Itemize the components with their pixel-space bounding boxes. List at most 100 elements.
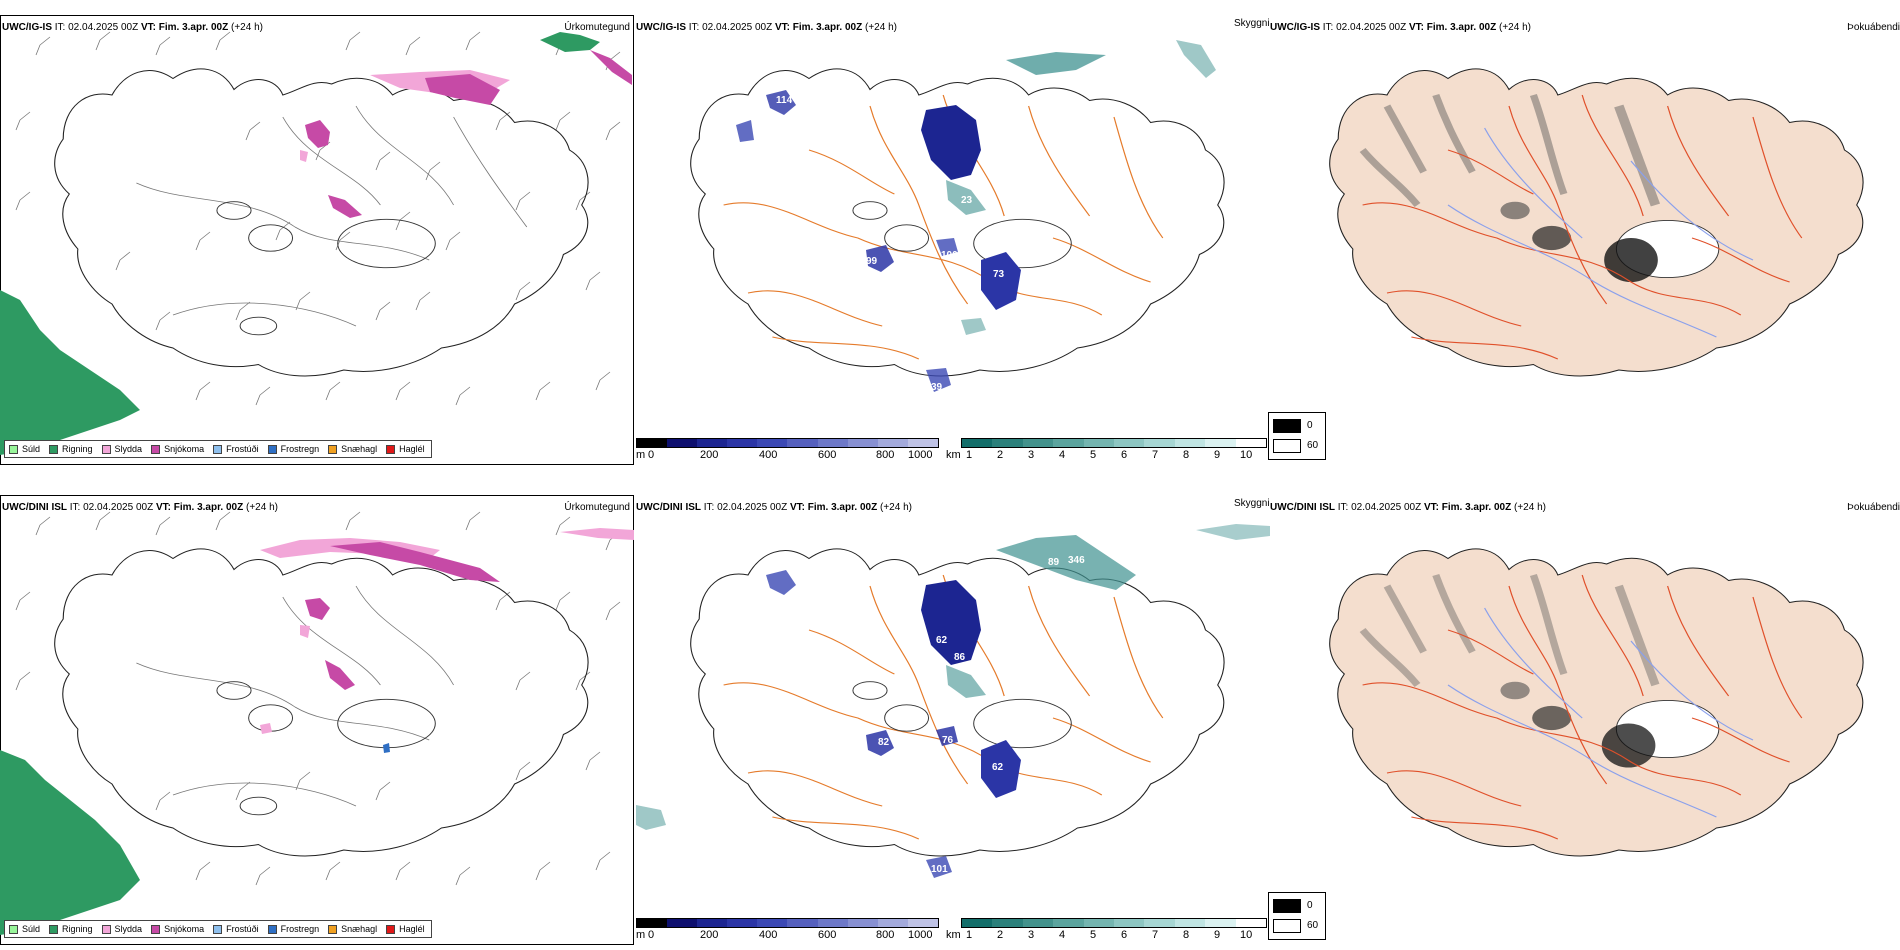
legend-swatch [9,924,18,934]
row1-snow-ne [425,74,500,105]
row1-cloud-field: Skyggni [1234,18,1270,29]
legend-swatch [267,444,277,454]
vis-bar-segment [992,919,1023,927]
legend-item: Frostúði [213,924,259,934]
row2-precip-frame [0,495,634,945]
legend-item: Snæhagl [328,924,377,934]
legend-swatch [213,924,223,934]
vis-bar-segment [1144,439,1175,447]
legend-label: Frostúði [226,924,259,934]
fog-legend-dark-label: 0 [1307,420,1313,431]
legend-label: Snjókoma [164,924,205,934]
row2-precip-vt-label: VT: [155,502,171,513]
vis-tick: 7 [1152,449,1159,461]
cloud-tick: 0 [648,929,655,941]
cloud-value-label: 23 [961,195,973,206]
row2-cloud-it: IT: 02.04.2025 00Z [703,502,788,513]
cloud-value-label: 39 [931,382,943,393]
row1-sleet-center [300,150,308,162]
row1-precip-frame [0,15,634,465]
vis-bar-segment [1205,439,1236,447]
vis-bar-segment [1144,919,1175,927]
vis-tick: 6 [1121,929,1128,941]
cloud-bar-segment [727,919,758,927]
cloud-bar-segment [697,919,728,927]
vis-bar-segment [962,919,993,927]
row2-precip-map [0,511,634,935]
legend-label: Frostúði [226,444,259,454]
legend-swatch [267,924,277,934]
legend-item: Snjókoma [151,444,204,454]
row1-fog-vt-label: VT: [1408,22,1424,33]
row2-fog-lead: (+24 h) [1514,502,1546,513]
fog-legend-light-swatch [1273,439,1301,453]
row2-cloud-model: UWC/DINI ISL [636,502,701,513]
vis-bar-segment [962,439,993,447]
row2-cloud-panel: 82 76 62 62 86 89 346 101 UWC/DINI ISL I… [636,480,1270,950]
cloud-tick: 200 [700,929,719,941]
vis-tick: 10 [1240,929,1253,941]
cloud-tick: 400 [759,449,778,461]
row1-fog-vt: Fim. 3.apr. 00Z [1426,22,1497,33]
row2-fog-legend: 0 60 [1268,892,1326,940]
cloud-tick: 800 [876,449,895,461]
row2-cloud-unit: m [636,929,646,941]
legend-swatch [328,924,338,934]
legend-label: Slydda [114,924,143,934]
row1-rain-sw [0,290,140,455]
row1-fog-legend: 0 60 [1268,412,1326,460]
row1-cloud-map: 100 73 23 99 114 39 885 [690,40,1225,393]
row1-precip-header: UWC/IG-IS IT: 02.04.2025 00Z VT: Fim. 3.… [2,22,263,33]
row2-cloud-vt-label: VT: [789,502,805,513]
cloud-value-label: 86 [954,652,966,663]
legend-label: Snæhagl [341,924,378,934]
vis-tick: 2 [997,929,1004,941]
fog-legend-light-swatch [1273,919,1301,933]
cloud-value-label: 99 [866,256,878,267]
vis-tick: 9 [1214,449,1221,461]
vis-tick: 6 [1121,449,1128,461]
legend-swatch [386,924,396,934]
row1-cloud-panel: 100 73 23 99 114 39 885 UWC/IG-IS IT: 02… [636,0,1270,470]
vis-bar-segment [1053,439,1084,447]
cloud-bar-segment [787,439,818,447]
legend-label: Súld [22,924,41,934]
legend-label: Haglél [399,924,425,934]
legend-item: Rigning [49,924,93,934]
row2-cloud-header: UWC/DINI ISL IT: 02.04.2025 00Z VT: Fim.… [636,502,912,513]
row1-cloud-lead: (+24 h) [865,22,897,33]
row2-fog-it: IT: 02.04.2025 00Z [1337,502,1422,513]
vis-tick: 7 [1152,929,1159,941]
legend-swatch [328,444,338,454]
cloud-tick: 800 [876,929,895,941]
row2-precip-lead: (+24 h) [246,502,278,513]
cloud-tick: 0 [648,449,655,461]
cloud-bar-segment [697,439,728,447]
row2-fog-map [1329,548,1864,857]
row1-fog-map [1329,68,1864,377]
row1-cloud-it: IT: 02.04.2025 00Z [688,22,773,33]
row1-precip-model: UWC/IG-IS [2,22,52,33]
vis-tick: 1 [966,929,973,941]
row1-fog-panel: UWC/IG-IS IT: 02.04.2025 00Z VT: Fim. 3.… [1268,0,1900,470]
cloud-tick: 200 [700,449,719,461]
legend-swatch [213,444,223,454]
vis-bar-segment [1114,919,1145,927]
row1-vis-unit: km [946,449,961,461]
legend-swatch [49,444,59,454]
row1-fog-header: UWC/IG-IS IT: 02.04.2025 00Z VT: Fim. 3.… [1270,22,1531,33]
row2-precip-vt: Fim. 3.apr. 00Z [173,502,244,513]
cloud-value-label: 76 [942,735,954,746]
cloud-value-label: 62 [992,762,1004,773]
vis-tick: 3 [1028,449,1035,461]
legend-label: Rigning [62,444,93,454]
cloud-bar-segment [907,439,938,447]
fog-legend-dark-swatch [1273,419,1301,433]
cloud-tick: 1000 [908,929,933,941]
cloud-value-label: 346 [1068,555,1085,566]
vis-bar-segment [1205,919,1236,927]
row1-snow-center2 [328,195,362,218]
legend-item: Slydda [101,444,142,454]
row2-cloud-field: Skyggni [1234,498,1270,509]
row1-snow-center [305,120,330,148]
